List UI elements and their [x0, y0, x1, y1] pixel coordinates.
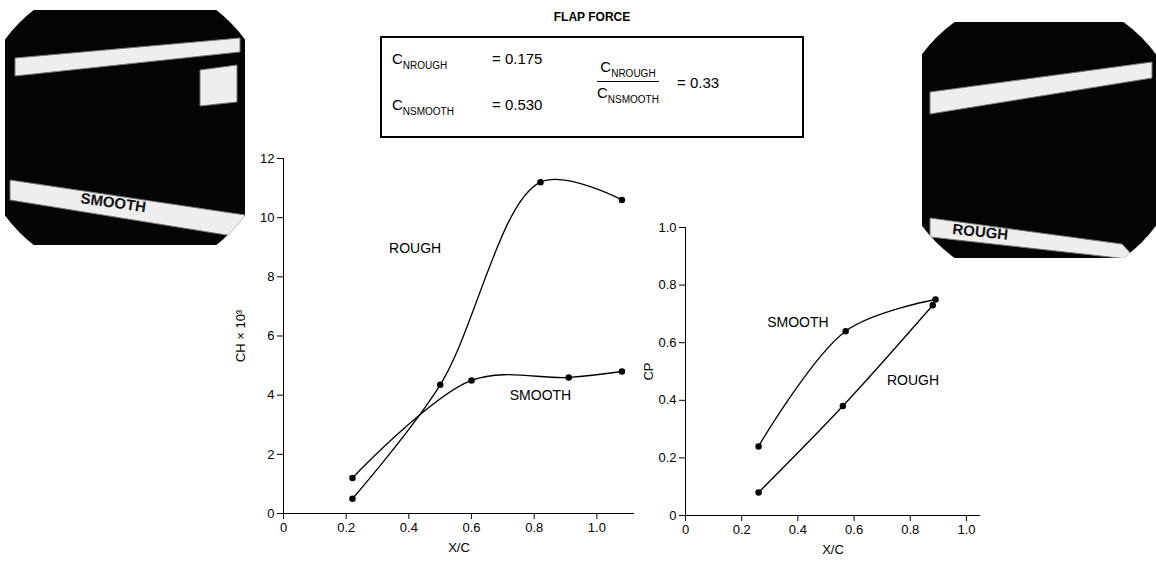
svg-text:0.8: 0.8 [658, 277, 676, 292]
svg-text:0.8: 0.8 [525, 520, 543, 535]
svg-text:0: 0 [669, 508, 676, 523]
svg-text:12: 12 [260, 151, 274, 166]
svg-text:0.2: 0.2 [733, 522, 751, 537]
html-text:= 0.33: = 0.33 [677, 74, 720, 91]
html-text:CNSMOOTH: CNSMOOTH [392, 96, 454, 117]
svg-text:CH × 10³: CH × 10³ [233, 309, 248, 362]
svg-text:8: 8 [267, 269, 274, 284]
svg-text:0: 0 [280, 520, 287, 535]
svg-text:SMOOTH: SMOOTH [80, 189, 148, 215]
svg-text:SMOOTH: SMOOTH [767, 314, 828, 330]
html-text:= 0.530: = 0.530 [492, 96, 543, 113]
svg-text:0: 0 [267, 506, 274, 521]
html-text:FLAP FORCE: FLAP FORCE [553, 10, 631, 24]
svg-text:X/C: X/C [448, 540, 470, 555]
svg-text:1.0: 1.0 [658, 220, 676, 235]
html-text:CNSMOOTH: CNSMOOTH [597, 84, 659, 105]
svg-text:X/C: X/C [822, 542, 844, 557]
svg-text:ROUGH: ROUGH [389, 240, 441, 256]
svg-text:0.4: 0.4 [400, 520, 418, 535]
svg-text:ROUGH: ROUGH [952, 220, 1009, 243]
svg-text:SMOOTH: SMOOTH [510, 387, 571, 403]
svg-text:0.4: 0.4 [789, 522, 807, 537]
svg-text:0.8: 0.8 [901, 522, 919, 537]
svg-text:1.0: 1.0 [588, 520, 606, 535]
svg-text:0.2: 0.2 [337, 520, 355, 535]
svg-text:6: 6 [267, 328, 274, 343]
svg-text:1.0: 1.0 [957, 522, 975, 537]
svg-text:2: 2 [267, 446, 274, 461]
svg-text:ROUGH: ROUGH [887, 372, 939, 388]
svg-text:0.4: 0.4 [658, 392, 676, 407]
svg-text:0.2: 0.2 [658, 450, 676, 465]
svg-text:0.6: 0.6 [845, 522, 863, 537]
svg-text:0: 0 [682, 522, 689, 537]
html-text:CNROUGH: CNROUGH [600, 58, 656, 79]
svg-text:0.6: 0.6 [658, 335, 676, 350]
svg-text:CP: CP [641, 362, 656, 380]
html-text:CNROUGH: CNROUGH [392, 50, 448, 71]
svg-text:4: 4 [267, 387, 274, 402]
svg-text:0.6: 0.6 [462, 520, 480, 535]
svg-text:10: 10 [260, 210, 274, 225]
html-text:= 0.175: = 0.175 [492, 50, 543, 67]
